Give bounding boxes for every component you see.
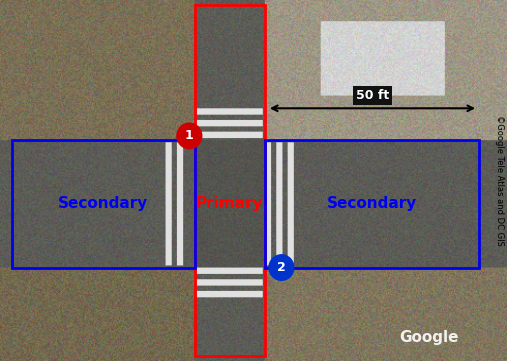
Text: Secondary: Secondary [58,196,149,211]
Text: 50 ft: 50 ft [356,89,389,102]
Text: 1: 1 [185,129,194,142]
Bar [12,140,195,268]
Circle shape [177,123,202,149]
Text: Secondary: Secondary [328,196,418,211]
Bar [265,140,479,268]
Bar [195,5,265,356]
Text: Google: Google [400,330,459,345]
Text: Primary: Primary [196,196,264,211]
Text: ©Google Tele Atlas and DC GIS: ©Google Tele Atlas and DC GIS [495,115,504,246]
Circle shape [269,255,294,280]
Text: 2: 2 [277,261,286,274]
